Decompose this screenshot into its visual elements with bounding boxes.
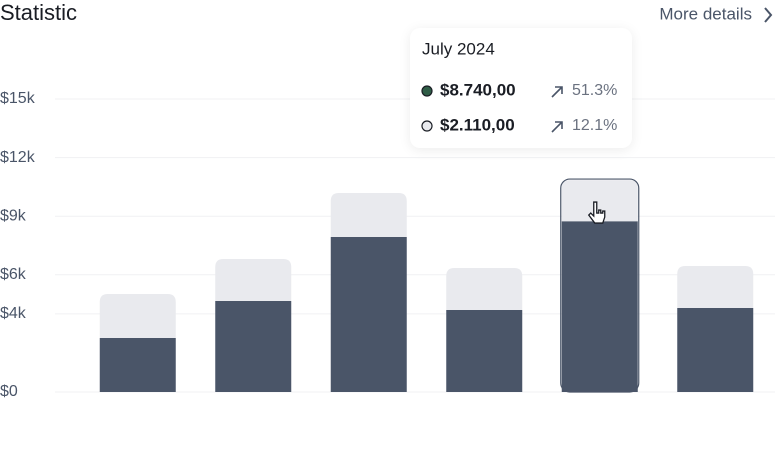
y-tick-label: $12k	[0, 149, 36, 166]
bar-segment	[330, 236, 407, 392]
tooltip-content: July 2024 $8.740,00 51.3% $2.110,00 12.1%	[421, 39, 617, 134]
tooltip-amount: $2.110,00	[440, 115, 515, 134]
title: Statistic	[0, 0, 77, 25]
bar-segment	[99, 294, 176, 338]
tooltip-amount: $8.740,00	[440, 80, 516, 99]
bar-segment	[330, 192, 407, 237]
bar-segment	[215, 258, 292, 301]
hover-outline	[560, 178, 640, 393]
trend-icon	[551, 121, 563, 133]
y-tick-label: $9k	[0, 207, 27, 224]
trend-icon	[551, 86, 563, 98]
tooltip-title: July 2024	[422, 39, 495, 58]
y-tick-label: $6k	[0, 266, 27, 283]
tooltip: July 2024 $8.740,00 51.3% $2.110,00 12.1%	[410, 28, 632, 148]
tooltip-change: 51.3%	[572, 82, 617, 99]
bar-segment	[561, 221, 638, 392]
tooltip-dot	[421, 85, 433, 97]
bar-segment	[446, 309, 523, 392]
chevron-icon[interactable]	[764, 7, 773, 23]
y-tick-label: $0	[0, 383, 18, 400]
bar-segment	[677, 308, 754, 392]
more-details[interactable]: More details	[659, 4, 752, 23]
tooltip-change: 12.1%	[572, 117, 617, 134]
bar-segment	[677, 266, 754, 309]
bar-segment	[215, 300, 292, 392]
bar-segment	[446, 268, 523, 310]
cursor-icon	[587, 201, 606, 224]
tooltip-dot	[421, 120, 433, 132]
y-tick-label: $4k	[0, 305, 27, 322]
y-tick-label: $15k	[0, 90, 36, 107]
bar-segment	[99, 337, 176, 392]
bar-segment	[561, 180, 638, 222]
